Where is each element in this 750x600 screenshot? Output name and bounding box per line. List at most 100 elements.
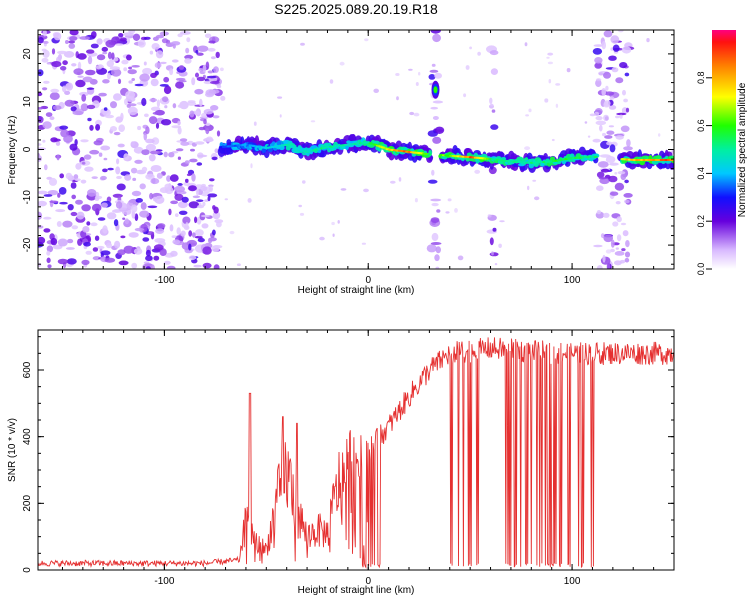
noise-blob	[104, 257, 116, 263]
speckle-dot	[220, 67, 224, 72]
speckle-dot	[498, 243, 502, 248]
noise-blob	[71, 194, 76, 200]
noise-blob	[209, 178, 215, 182]
noise-blob	[130, 167, 138, 174]
noise-blob	[58, 187, 67, 195]
speckle-dot	[414, 198, 418, 203]
noise-blob	[603, 30, 613, 38]
noise-blob	[207, 70, 214, 74]
noise-blob	[626, 139, 631, 147]
noise-blob	[41, 57, 49, 63]
noise-blob	[117, 249, 126, 256]
noise-blob	[207, 193, 218, 198]
noise-blob	[623, 146, 633, 151]
noise-blob	[619, 259, 626, 264]
noise-blob	[599, 124, 603, 132]
speckle-dot	[302, 180, 306, 184]
noise-blob	[50, 88, 60, 93]
noise-blob	[595, 120, 607, 126]
noise-blob	[106, 242, 112, 249]
noise-blob	[197, 154, 208, 158]
noise-blob	[608, 105, 617, 110]
noise-blob	[174, 193, 184, 201]
noise-blob	[190, 148, 195, 152]
noise-blob	[600, 256, 611, 265]
noise-blob	[606, 130, 615, 135]
noise-blob	[107, 167, 114, 171]
noise-blob	[137, 125, 142, 131]
noise-blob	[182, 216, 191, 225]
noise-blob	[154, 195, 165, 204]
noise-blob	[149, 192, 154, 200]
colorbar: 0.0 0.2 0.4 0.6 0.8 Normalized spectral ampl…	[696, 30, 748, 275]
speckle-dot	[329, 79, 334, 84]
noise-blob	[65, 247, 75, 250]
noise-blob	[625, 240, 630, 248]
noise-blob	[154, 62, 162, 69]
colorbar-tick-label: 0.8	[696, 72, 706, 85]
noise-blob	[434, 72, 442, 79]
noise-blob	[207, 196, 211, 202]
noise-blob	[431, 232, 439, 242]
noise-blob	[609, 191, 619, 196]
noise-blob	[187, 101, 197, 106]
noise-blob	[155, 122, 160, 129]
noise-blob	[81, 94, 87, 102]
noise-blob	[204, 33, 212, 39]
speckle-dot	[528, 108, 532, 113]
noise-blob	[196, 199, 204, 202]
noise-blob	[149, 50, 154, 55]
noise-blob	[70, 106, 77, 112]
speckle-dot	[390, 180, 396, 184]
noise-blob	[196, 76, 206, 82]
noise-blob	[75, 79, 86, 88]
noise-blob	[56, 154, 60, 161]
spectrogram-y-ticks: -20 -10 0 10 20	[22, 34, 674, 265]
noise-blob	[622, 230, 629, 237]
speckle-dot	[547, 52, 554, 56]
noise-blob	[127, 103, 137, 107]
noise-blob	[168, 208, 172, 216]
noise-blob	[59, 125, 69, 130]
noise-blob	[65, 172, 73, 180]
noise-blob	[212, 115, 220, 119]
noise-blob	[608, 175, 618, 183]
noise-blob	[98, 92, 107, 97]
noise-blob	[184, 58, 192, 64]
noise-blob	[105, 39, 116, 48]
noise-blob	[431, 202, 439, 207]
noise-blob	[148, 154, 156, 162]
noise-blob	[427, 179, 438, 184]
noise-blob	[178, 80, 187, 83]
noise-blob	[211, 156, 218, 161]
noise-blob	[603, 234, 613, 243]
noise-blob	[162, 96, 169, 103]
noise-blob	[110, 126, 117, 132]
noise-blob	[174, 185, 186, 193]
speckle-dot	[527, 185, 530, 191]
noise-blob	[77, 75, 84, 78]
noise-blob	[155, 228, 165, 235]
noise-blob	[178, 201, 188, 209]
noise-blob	[75, 199, 83, 205]
noise-blob	[435, 266, 440, 269]
noise-blob	[86, 87, 95, 90]
colorbar-tick-label: 0.4	[696, 167, 706, 180]
noise-blob	[176, 227, 181, 235]
noise-blob	[82, 76, 93, 83]
noise-blob	[63, 134, 73, 143]
noise-blob	[46, 62, 51, 65]
noise-blob	[49, 92, 60, 100]
noise-blob	[621, 46, 632, 54]
speckle-dot	[339, 61, 345, 66]
speckle-dot	[566, 68, 571, 73]
noise-blob	[178, 210, 188, 215]
noise-blob	[194, 88, 204, 95]
noise-blob	[96, 54, 106, 61]
speckle-dot	[299, 212, 305, 216]
noise-blob	[94, 197, 100, 201]
noise-blob	[202, 262, 212, 269]
speckle-dot	[491, 251, 494, 256]
speckle-dot	[310, 120, 316, 123]
speckle-dot	[236, 263, 241, 267]
